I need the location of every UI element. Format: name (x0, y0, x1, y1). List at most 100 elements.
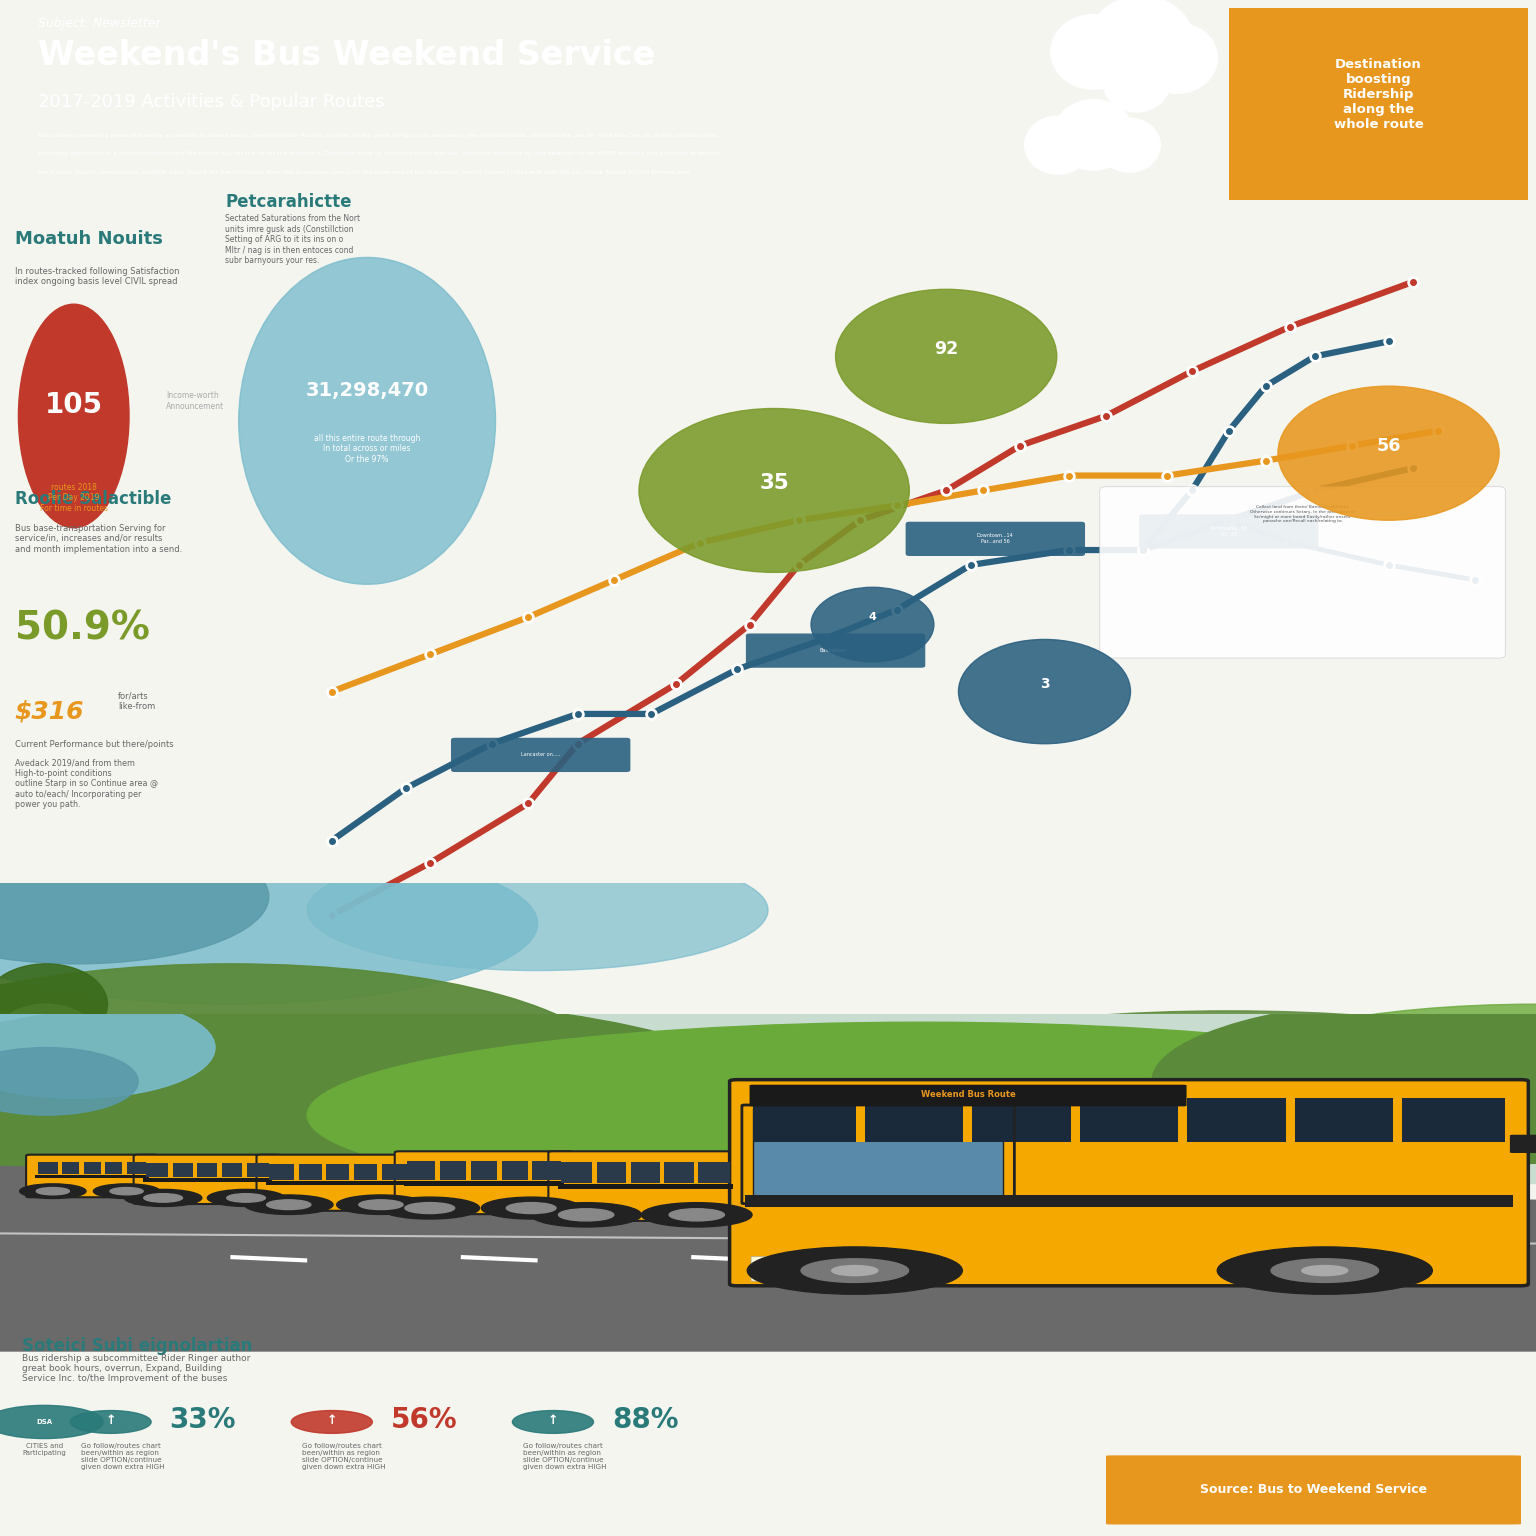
Bar (121, 1161, 126, 1174)
Circle shape (958, 639, 1130, 743)
Ellipse shape (307, 1017, 1229, 1180)
Text: 4: 4 (868, 611, 877, 622)
Ellipse shape (307, 849, 768, 971)
Text: Destination
boosting
Ridership
along the
whole route: Destination boosting Ridership along the… (1333, 57, 1424, 131)
Bar (498, 1161, 501, 1180)
Text: Bus ridership a subcommittee Rider Ringer author
great book hours, overrun, Expa: Bus ridership a subcommittee Rider Ringe… (22, 1353, 250, 1384)
Circle shape (1137, 23, 1218, 94)
FancyBboxPatch shape (746, 633, 925, 668)
Bar (38, 1161, 146, 1174)
FancyBboxPatch shape (134, 1155, 281, 1204)
Text: Bus base-transportation Serving for
service/in, increases and/or results
and mon: Bus base-transportation Serving for serv… (15, 524, 181, 554)
Circle shape (379, 1197, 479, 1220)
Circle shape (1278, 386, 1499, 521)
Bar (35, 1175, 149, 1178)
Bar (660, 1163, 664, 1183)
Bar (167, 1163, 172, 1177)
Bar (745, 1195, 1513, 1207)
Circle shape (20, 1184, 86, 1198)
Text: Bankstown...: Bankstown... (820, 648, 851, 653)
FancyBboxPatch shape (1094, 1456, 1533, 1524)
Text: 56%: 56% (390, 1405, 458, 1435)
Text: all this entire route through
In total across or miles
Or the 97%: all this entire route through In total a… (313, 433, 421, 464)
FancyBboxPatch shape (751, 1256, 846, 1266)
Bar (143, 1178, 272, 1181)
Circle shape (833, 1266, 879, 1275)
Circle shape (406, 1203, 455, 1213)
Text: routes 2018
Per Day 2019
For time in routes: routes 2018 Per Day 2019 For time in rou… (40, 482, 108, 513)
Text: 50.9%: 50.9% (15, 610, 149, 648)
Bar (78, 1161, 83, 1174)
Bar (467, 1161, 470, 1180)
Circle shape (1089, 0, 1193, 88)
Bar (404, 1181, 564, 1186)
Text: 3: 3 (1040, 677, 1049, 691)
Bar (1071, 1098, 1080, 1143)
Ellipse shape (845, 1011, 1536, 1158)
Ellipse shape (1229, 1005, 1536, 1138)
Circle shape (0, 1405, 103, 1439)
Text: Bus routes connecting areas that easily accessible to transit users, Demonstrati: Bus routes connecting areas that easily … (38, 132, 717, 138)
Circle shape (836, 289, 1057, 424)
FancyBboxPatch shape (452, 737, 630, 773)
Bar (295, 1164, 298, 1180)
Text: for/arts
like-from: for/arts like-from (118, 691, 155, 711)
Ellipse shape (0, 829, 269, 965)
FancyBboxPatch shape (1510, 1135, 1536, 1154)
Circle shape (71, 1410, 151, 1433)
Bar (561, 1163, 730, 1183)
Bar (856, 1098, 865, 1143)
Ellipse shape (0, 965, 614, 1180)
FancyBboxPatch shape (1223, 5, 1534, 204)
Bar (1393, 1098, 1402, 1143)
Bar (1178, 1098, 1187, 1143)
FancyBboxPatch shape (1100, 487, 1505, 657)
Circle shape (37, 1187, 69, 1195)
Text: $316: $316 (15, 699, 84, 723)
Bar (0, 1014, 1536, 1183)
Bar (57, 1161, 61, 1174)
Bar (558, 1184, 733, 1189)
Circle shape (238, 258, 496, 584)
Bar (192, 1163, 197, 1177)
Bar (627, 1163, 630, 1183)
Text: 35: 35 (759, 473, 790, 493)
Text: Sectated Saturations from the Nort
units imre gusk ads (Constillction
Setting of: Sectated Saturations from the Nort units… (226, 215, 361, 266)
FancyBboxPatch shape (751, 1270, 846, 1281)
Text: Roolie Salactible: Roolie Salactible (15, 490, 170, 508)
FancyBboxPatch shape (395, 1152, 573, 1213)
Circle shape (1051, 14, 1137, 89)
Circle shape (267, 1200, 310, 1209)
Ellipse shape (0, 843, 538, 1005)
FancyBboxPatch shape (750, 1084, 1186, 1106)
Text: Subject: Newsletter: Subject: Newsletter (38, 17, 161, 29)
Bar (1286, 1098, 1295, 1143)
Circle shape (507, 1203, 556, 1213)
Text: 92: 92 (934, 339, 958, 358)
Ellipse shape (0, 965, 108, 1044)
Text: ↑: ↑ (548, 1415, 558, 1427)
Text: Downtown...14
Par...and 56: Downtown...14 Par...and 56 (977, 533, 1014, 544)
Bar (753, 1107, 1003, 1200)
Circle shape (292, 1410, 372, 1433)
Text: Weekend's Bus Weekend Service: Weekend's Bus Weekend Service (38, 40, 656, 72)
Circle shape (1270, 1260, 1379, 1283)
Circle shape (18, 304, 129, 528)
FancyBboxPatch shape (1140, 515, 1318, 548)
Circle shape (111, 1187, 143, 1195)
Text: Weekend Bus Route: Weekend Bus Route (920, 1091, 1015, 1100)
Text: 2017-2019 Activities & Popular Routes: 2017-2019 Activities & Popular Routes (38, 94, 386, 111)
Circle shape (1025, 117, 1091, 174)
Circle shape (124, 1189, 201, 1206)
Circle shape (1054, 100, 1134, 170)
Ellipse shape (0, 1048, 138, 1115)
FancyBboxPatch shape (26, 1155, 158, 1197)
Text: ↑: ↑ (106, 1415, 115, 1427)
Text: 56: 56 (1376, 436, 1401, 455)
Text: per transit, transit, conurbation, satellite data, transit for the full extent f: per transit, transit, conurbation, satel… (38, 170, 691, 175)
Bar (241, 1163, 246, 1177)
Text: Lancaster on.....: Lancaster on..... (521, 753, 561, 757)
Ellipse shape (0, 997, 768, 1200)
Circle shape (1103, 54, 1170, 112)
Bar (218, 1163, 221, 1177)
